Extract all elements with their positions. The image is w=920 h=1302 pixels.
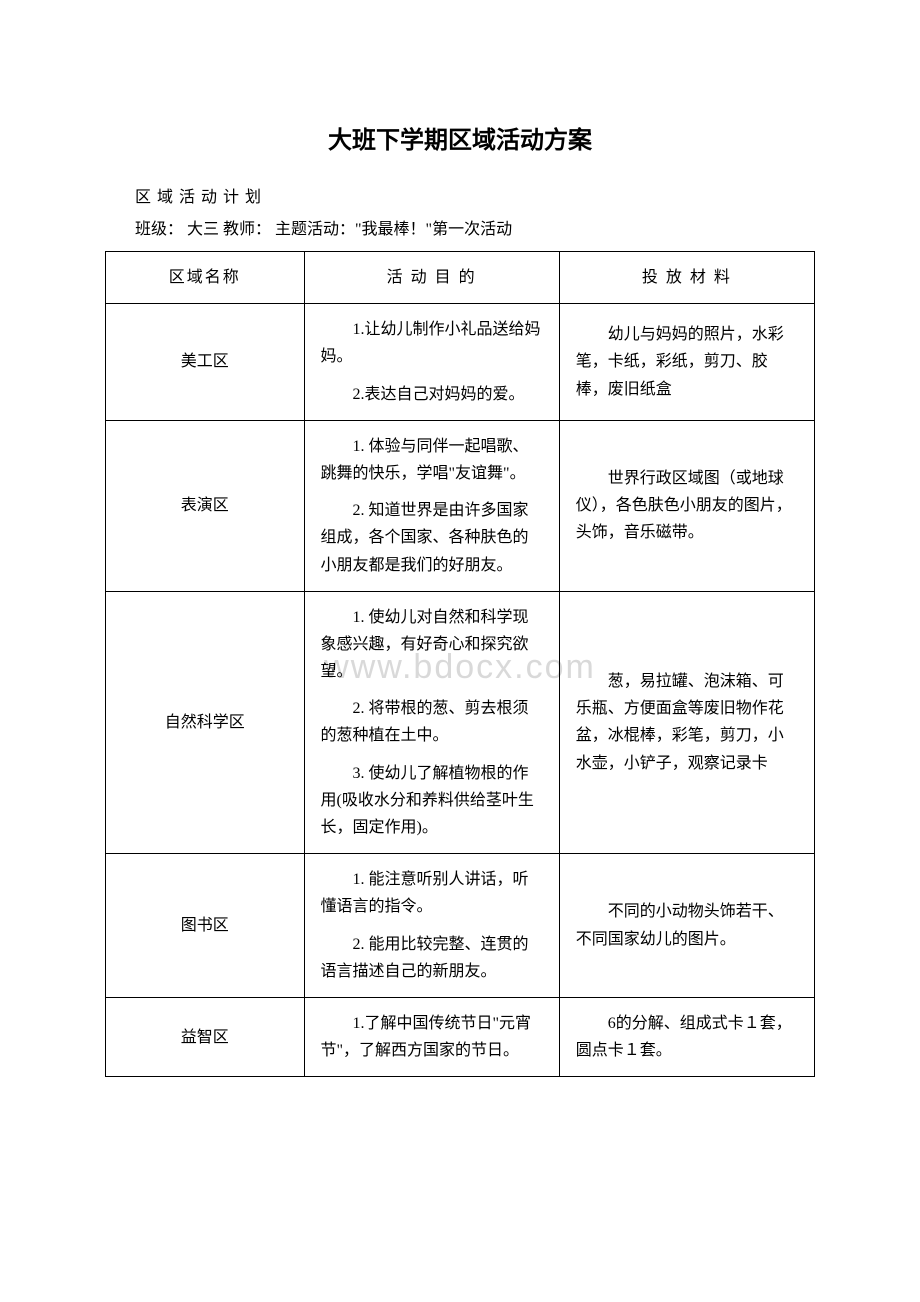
- materials-text: 葱，易拉罐、泡沫箱、可乐瓶、方便面盒等废旧物作花盆，冰棍棒，彩笔，剪刀，小水壶，…: [576, 668, 798, 777]
- goals-cell: 1. 体验与同伴一起唱歌、跳舞的快乐，学唱"友谊舞"。 2. 知道世界是由许多国…: [304, 420, 559, 591]
- document-title: 大班下学期区域活动方案: [105, 120, 815, 155]
- goal-item: 2. 能用比较完整、连贯的语言描述自己的新朋友。: [321, 931, 543, 985]
- materials-cell: 葱，易拉罐、泡沫箱、可乐瓶、方便面盒等废旧物作花盆，冰棍棒，彩笔，剪刀，小水壶，…: [559, 591, 814, 854]
- table-row: 益智区 1.了解中国传统节日"元宵节"，了解西方国家的节日。 6的分解、组成式卡…: [106, 997, 815, 1076]
- goal-item: 1.让幼儿制作小礼品送给妈妈。: [321, 316, 543, 370]
- goal-item: 2. 知道世界是由许多国家组成，各个国家、各种肤色的小朋友都是我们的好朋友。: [321, 497, 543, 579]
- activity-plan-table: 区域名称 活 动 目 的 投 放 材 料 美工区 1.让幼儿制作小礼品送给妈妈。…: [105, 251, 815, 1077]
- header-materials: 投 放 材 料: [559, 252, 814, 304]
- goal-item: 1. 体验与同伴一起唱歌、跳舞的快乐，学唱"友谊舞"。: [321, 433, 543, 487]
- meta-line-1: 区 域 活 动 计 划: [105, 183, 815, 207]
- area-name-cell: 图书区: [106, 854, 305, 998]
- materials-text: 幼儿与妈妈的照片，水彩笔，卡纸，彩纸，剪刀、胶棒，废旧纸盒: [576, 321, 798, 403]
- area-name-cell: 益智区: [106, 997, 305, 1076]
- materials-cell: 幼儿与妈妈的照片，水彩笔，卡纸，彩纸，剪刀、胶棒，废旧纸盒: [559, 304, 814, 421]
- materials-text: 不同的小动物头饰若干、不同国家幼儿的图片。: [576, 898, 798, 952]
- goal-item: 1. 能注意听别人讲话，听懂语言的指令。: [321, 866, 543, 920]
- materials-text: 世界行政区域图（或地球仪），各色肤色小朋友的图片，头饰，音乐磁带。: [576, 465, 798, 547]
- area-name-cell: 自然科学区: [106, 591, 305, 854]
- table-row: 图书区 1. 能注意听别人讲话，听懂语言的指令。 2. 能用比较完整、连贯的语言…: [106, 854, 815, 998]
- table-row: 表演区 1. 体验与同伴一起唱歌、跳舞的快乐，学唱"友谊舞"。 2. 知道世界是…: [106, 420, 815, 591]
- table-header-row: 区域名称 活 动 目 的 投 放 材 料: [106, 252, 815, 304]
- goal-item: 1. 使幼儿对自然和科学现象感兴趣，有好奇心和探究欲望。: [321, 604, 543, 686]
- goal-item: 2. 将带根的葱、剪去根须的葱种植在土中。: [321, 695, 543, 749]
- meta-line-2: 班级： 大三 教师： 主题活动："我最棒！"第一次活动: [105, 215, 815, 239]
- goals-cell: 1.让幼儿制作小礼品送给妈妈。 2.表达自己对妈妈的爱。: [304, 304, 559, 421]
- materials-text: 6的分解、组成式卡１套，圆点卡１套。: [576, 1010, 798, 1064]
- materials-cell: 不同的小动物头饰若干、不同国家幼儿的图片。: [559, 854, 814, 998]
- header-goals: 活 动 目 的: [304, 252, 559, 304]
- area-name-cell: 美工区: [106, 304, 305, 421]
- goals-cell: 1. 使幼儿对自然和科学现象感兴趣，有好奇心和探究欲望。 2. 将带根的葱、剪去…: [304, 591, 559, 854]
- materials-cell: 世界行政区域图（或地球仪），各色肤色小朋友的图片，头饰，音乐磁带。: [559, 420, 814, 591]
- table-row: 自然科学区 1. 使幼儿对自然和科学现象感兴趣，有好奇心和探究欲望。 2. 将带…: [106, 591, 815, 854]
- goals-cell: 1. 能注意听别人讲话，听懂语言的指令。 2. 能用比较完整、连贯的语言描述自己…: [304, 854, 559, 998]
- area-name-cell: 表演区: [106, 420, 305, 591]
- goal-item: 2.表达自己对妈妈的爱。: [321, 381, 543, 408]
- materials-cell: 6的分解、组成式卡１套，圆点卡１套。: [559, 997, 814, 1076]
- goals-cell: 1.了解中国传统节日"元宵节"，了解西方国家的节日。: [304, 997, 559, 1076]
- table-row: 美工区 1.让幼儿制作小礼品送给妈妈。 2.表达自己对妈妈的爱。 幼儿与妈妈的照…: [106, 304, 815, 421]
- header-area-name: 区域名称: [106, 252, 305, 304]
- goal-item: 3. 使幼儿了解植物根的作用(吸收水分和养料供给茎叶生长，固定作用)。: [321, 760, 543, 842]
- goal-item: 1.了解中国传统节日"元宵节"，了解西方国家的节日。: [321, 1010, 543, 1064]
